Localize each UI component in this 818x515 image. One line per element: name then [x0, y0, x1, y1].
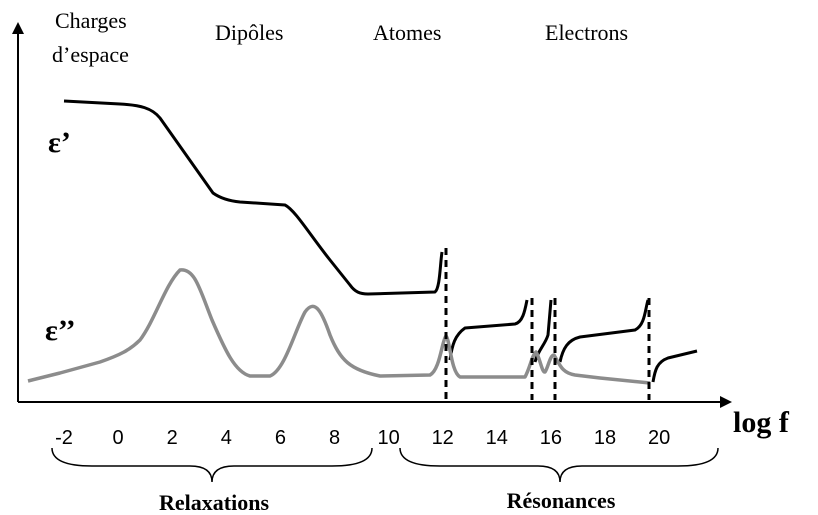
region-label: Dipôles	[215, 20, 283, 45]
real-curve	[63, 99, 698, 383]
region-label: Electrons	[545, 20, 628, 45]
x-tick-label: 20	[648, 427, 670, 449]
x-tick-label: 12	[432, 427, 454, 449]
region-label: Charges	[55, 8, 127, 33]
brace	[51, 447, 373, 483]
x-tick-label: 16	[540, 427, 562, 449]
x-tick-label: 14	[486, 427, 508, 449]
group-label: Relaxations	[159, 490, 269, 515]
x-tick-label: 2	[167, 427, 178, 449]
x-tick-label: 6	[275, 427, 286, 449]
x-tick-label: -2	[55, 427, 73, 449]
x-tick-label: 18	[594, 427, 616, 449]
tick-labels: -2 0 2 4 6 8 10 12 14 16 18 20	[55, 427, 670, 449]
curve-label: ε’	[48, 126, 71, 159]
axis-label: log f	[733, 406, 790, 439]
resonance-markers	[444, 248, 651, 400]
x-tick-label: 4	[221, 427, 232, 449]
curve-label: ε’’	[45, 314, 76, 347]
x-tick-label: 0	[113, 427, 124, 449]
group-label: Résonances	[507, 488, 616, 513]
x-tick-label: 10	[377, 427, 399, 449]
region-label: d’espace	[52, 42, 129, 67]
imag-curve	[27, 268, 651, 385]
x-tick-label: 8	[329, 427, 340, 449]
region-label: Atomes	[373, 20, 441, 45]
brace	[399, 447, 719, 483]
